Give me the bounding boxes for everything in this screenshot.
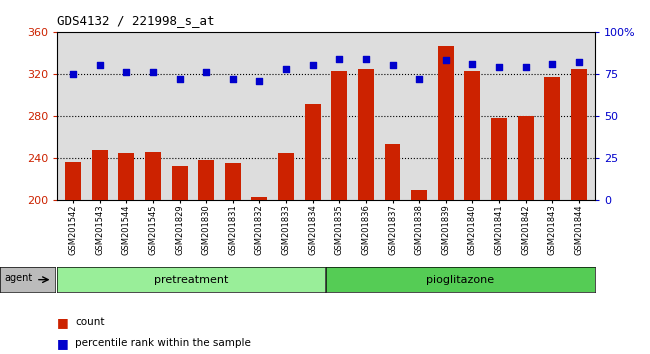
Bar (464, 71, 480, 200)
Point (201, 69, 211, 75)
Bar (305, 104, 320, 200)
Point (254, 78, 265, 84)
Bar (332, 71, 347, 200)
Point (414, 76, 424, 82)
Point (148, 69, 158, 75)
Bar (198, 160, 214, 200)
Point (494, 64, 504, 70)
Bar (252, 197, 267, 200)
Point (387, 63, 398, 68)
Bar (411, 189, 427, 200)
Point (95, 63, 105, 68)
Point (281, 66, 291, 72)
Bar (118, 153, 135, 200)
Bar (491, 118, 507, 200)
Bar (278, 153, 294, 200)
Point (174, 76, 185, 82)
Text: GDS4132 / 221998_s_at: GDS4132 / 221998_s_at (57, 14, 214, 27)
Bar (358, 69, 374, 200)
Point (361, 56, 371, 62)
Bar (65, 162, 81, 200)
Text: pretreatment: pretreatment (154, 275, 228, 285)
Text: pioglitazone: pioglitazone (426, 275, 495, 285)
Text: count: count (75, 317, 105, 327)
Bar (172, 166, 188, 200)
Point (441, 58, 451, 63)
Bar (385, 144, 400, 200)
Point (227, 76, 238, 82)
Point (121, 69, 131, 75)
Point (467, 61, 478, 67)
Bar (437, 46, 454, 200)
Text: agent: agent (5, 273, 32, 284)
Text: ■: ■ (57, 337, 69, 350)
Bar (92, 149, 108, 200)
Point (68, 71, 79, 77)
Point (573, 59, 584, 65)
Point (307, 63, 318, 68)
Point (547, 61, 557, 67)
Bar (571, 69, 587, 200)
Bar (544, 77, 560, 200)
Bar (145, 152, 161, 200)
Text: ■: ■ (57, 316, 69, 329)
Text: percentile rank within the sample: percentile rank within the sample (75, 338, 252, 348)
Point (334, 56, 345, 62)
Bar (517, 116, 534, 200)
Point (521, 64, 531, 70)
Bar (225, 163, 240, 200)
